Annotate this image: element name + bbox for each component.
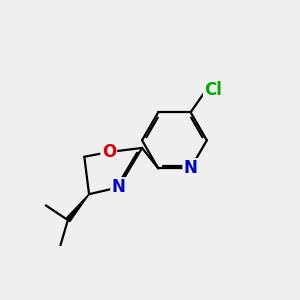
Text: Cl: Cl xyxy=(204,81,222,99)
Text: O: O xyxy=(102,143,116,161)
Text: N: N xyxy=(112,178,125,196)
Polygon shape xyxy=(66,194,89,222)
Text: N: N xyxy=(184,159,198,177)
